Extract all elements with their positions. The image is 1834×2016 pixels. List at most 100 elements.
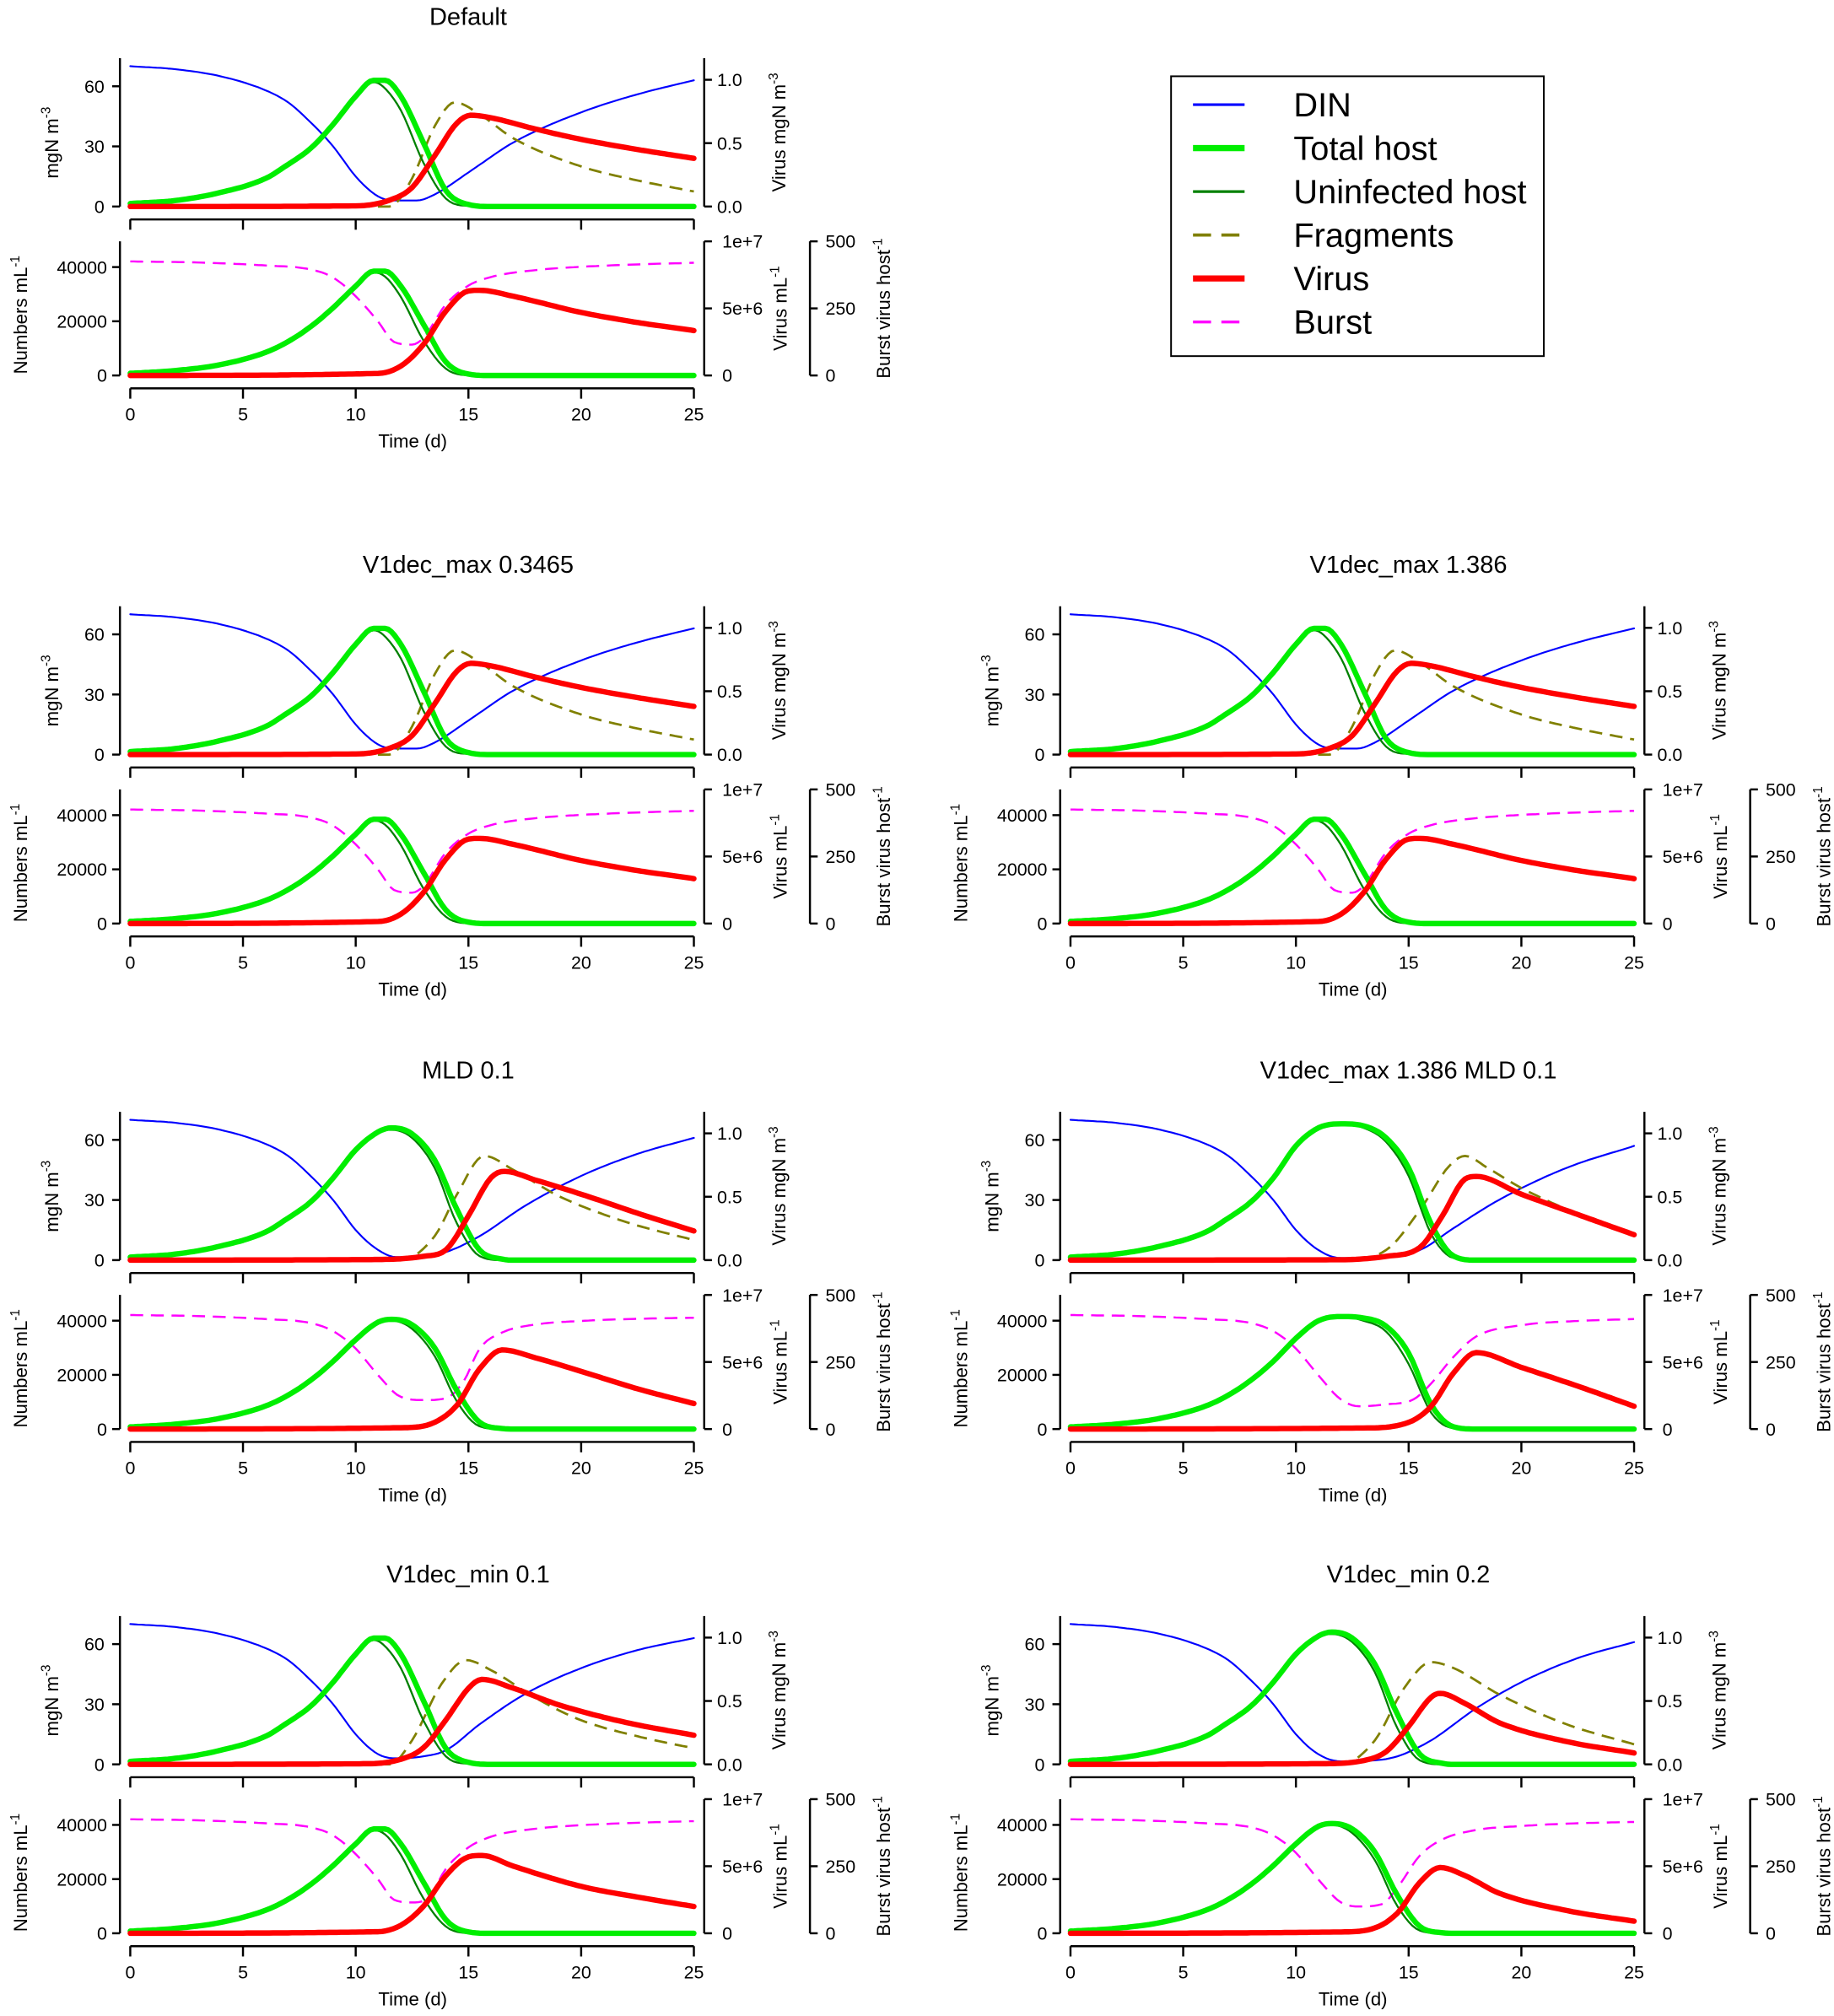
y-tick-label: 0.5 [1658, 1187, 1683, 1207]
left-axis-label-superscript: -1 [8, 804, 23, 816]
right-axis-label-text: Virus mgN m [769, 1642, 790, 1750]
left-axis-label-superscript: -3 [979, 1161, 994, 1172]
y-tick-label: 1e+7 [722, 232, 763, 252]
burst-axis-label-text: Burst virus host [873, 1808, 894, 1937]
x-tick-label: 20 [1512, 1962, 1532, 1982]
right-axis-label-superscript: -3 [1707, 621, 1721, 633]
x-tick-label: 0 [125, 405, 135, 425]
y-tick-label: 30 [1025, 1695, 1045, 1715]
right-axis-label-superscript: -3 [1707, 1126, 1721, 1138]
left-axis-label: Numbers mL-1 [948, 1309, 971, 1427]
left-axis-label-superscript: -3 [40, 107, 54, 119]
x-tick-label: 15 [1399, 952, 1419, 973]
y-tick-label: 30 [84, 1695, 105, 1715]
legend-virus-label: Virus [1293, 261, 1369, 298]
left-axis-label-superscript: -1 [8, 1309, 23, 1321]
y-tick-label: 1.0 [717, 70, 742, 90]
left-axis-label-superscript: -3 [979, 655, 994, 666]
y-tick-label: 500 [1766, 780, 1796, 800]
y-tick-label: 60 [1025, 1130, 1045, 1151]
x-tick-label: 5 [1179, 1458, 1189, 1479]
y-tick-label: 40000 [997, 1815, 1048, 1835]
series-uninf-line [129, 1129, 695, 1262]
burst-axis-label: Burst virus host-1 [871, 786, 894, 926]
left-axis-label: Numbers mL-1 [8, 1309, 31, 1427]
burst-axis-label-text: Burst virus host [873, 250, 894, 379]
right-axis-label: Virus mgN m-3 [767, 73, 790, 191]
x-tick-label: 5 [1179, 1962, 1189, 1982]
y-tick-label: 5e+6 [722, 847, 763, 867]
y-tick-label: 0 [1766, 1420, 1776, 1440]
y-tick-label: 0.5 [1658, 682, 1683, 702]
x-tick-label: 15 [1399, 1962, 1419, 1982]
y-tick-label: 250 [825, 1857, 855, 1877]
y-tick-label: 1e+7 [722, 1790, 763, 1810]
x-tick-label: 0 [125, 1458, 135, 1479]
series-frag-line [130, 1154, 694, 1262]
virus-axis-label-text: Virus mL [1710, 826, 1731, 899]
y-tick-label: 250 [825, 847, 855, 867]
y-tick-label: 30 [84, 685, 105, 705]
virus-axis-label: Virus mL-1 [768, 814, 790, 899]
x-tick-label: 10 [346, 1962, 366, 1982]
y-tick-label: 40000 [997, 1311, 1048, 1331]
series-virus-line [127, 1676, 697, 1767]
series-uninf-line [1069, 1315, 1636, 1431]
x-tick-label: 5 [238, 1458, 248, 1479]
y-tick-label: 5e+6 [722, 1857, 763, 1877]
virus-axis-label: Virus mL-1 [768, 266, 790, 351]
left-axis-label: mgN m-3 [40, 1664, 62, 1736]
series-virus-line [127, 1347, 697, 1432]
y-tick-label: 0 [1038, 914, 1048, 935]
x-tick-label: 25 [684, 405, 704, 425]
burst-axis-label-text: Burst virus host [1813, 1303, 1834, 1432]
y-tick-label: 500 [1766, 1286, 1796, 1306]
series-virus-line [127, 112, 697, 210]
burst-axis-label: Burst virus host-1 [871, 1292, 894, 1432]
x-tick-label: 20 [571, 405, 591, 425]
y-tick-label: 0.0 [1658, 745, 1683, 765]
right-axis-label: Virus mgN m-3 [1707, 621, 1729, 740]
series-din-line [129, 613, 695, 750]
series-total-line [127, 77, 697, 210]
legend-frag-label: Fragments [1293, 217, 1454, 254]
x-tick-label: 20 [571, 1962, 591, 1982]
y-tick-label: 0 [94, 1251, 105, 1271]
x-tick-label: 20 [571, 1458, 591, 1479]
burst-axis-label-text: Burst virus host [873, 798, 894, 927]
right-axis-label-superscript: -3 [1707, 1631, 1721, 1642]
burst-axis-label-superscript: -1 [871, 786, 886, 798]
x-axis-label: Time (d) [378, 1485, 447, 1506]
burst-axis-label-superscript: -1 [871, 1796, 886, 1808]
y-tick-label: 1e+7 [722, 780, 763, 800]
x-tick-label: 20 [571, 952, 591, 973]
series-virus-line [127, 835, 697, 927]
x-tick-label: 10 [1286, 1458, 1306, 1479]
series-burst-line [1070, 808, 1635, 894]
x-tick-label: 10 [346, 1458, 366, 1479]
y-tick-label: 0.5 [1658, 1691, 1683, 1711]
virus-axis-label-superscript: -1 [1708, 1824, 1723, 1835]
burst-axis-label: Burst virus host-1 [871, 1796, 894, 1936]
virus-axis-label: Virus mL-1 [768, 1319, 790, 1404]
series-burst-line [130, 808, 694, 894]
y-tick-label: 0 [97, 914, 107, 935]
left-axis-label-superscript: -1 [8, 1814, 23, 1825]
y-tick-label: 1e+7 [1663, 1286, 1703, 1306]
y-tick-label: 250 [1766, 1857, 1796, 1877]
virus-axis-label: Virus mL-1 [768, 1824, 790, 1909]
left-axis-label-text: Numbers mL [10, 1321, 31, 1428]
x-axis-label: Time (d) [378, 1989, 447, 2010]
x-tick-label: 0 [1065, 1458, 1076, 1479]
panel-title: V1dec_max 1.386 [1309, 552, 1507, 579]
virus-axis-label-superscript: -1 [1708, 814, 1723, 826]
